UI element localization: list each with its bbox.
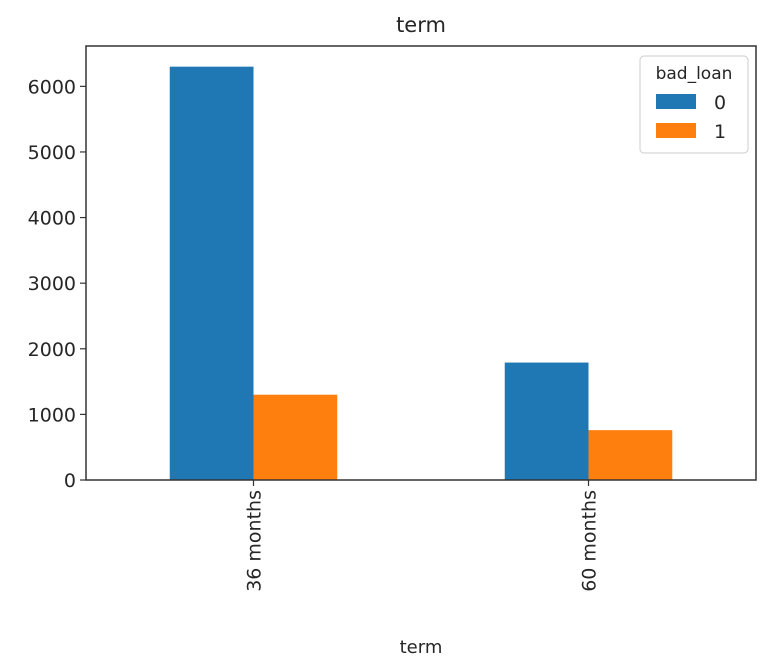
legend-swatch-0 [656, 94, 696, 109]
legend-label-0: 0 [714, 92, 726, 114]
y-tick-label: 6000 [28, 76, 76, 98]
bar-36-months-series-1 [253, 394, 338, 480]
bar-36-months-series-0 [169, 66, 254, 481]
y-axis: 0 1000 2000 3000 4000 5000 6000 [28, 76, 86, 492]
plot-frame [85, 45, 757, 481]
y-tick-label: 4000 [28, 208, 76, 230]
legend-swatch-1 [656, 123, 696, 138]
y-tick-label: 0 [64, 470, 76, 492]
legend-title: bad_loan [656, 64, 733, 84]
x-axis: 36 months 60 months [244, 480, 601, 592]
bar-60-months-series-0 [504, 362, 589, 480]
y-tick-label: 3000 [28, 273, 76, 295]
y-tick-label: 5000 [28, 142, 76, 164]
x-axis-label: term [400, 637, 443, 658]
y-tick-label: 2000 [28, 339, 76, 361]
legend-label-1: 1 [714, 121, 726, 143]
bar-60-months-series-1 [588, 430, 673, 480]
x-tick-label: 36 months [244, 490, 266, 592]
y-tick-label: 1000 [28, 404, 76, 426]
x-tick-label: 60 months [579, 490, 601, 592]
legend: bad_loan 0 1 [639, 55, 749, 154]
bars-group [169, 66, 673, 481]
chart-title: term [396, 13, 446, 37]
